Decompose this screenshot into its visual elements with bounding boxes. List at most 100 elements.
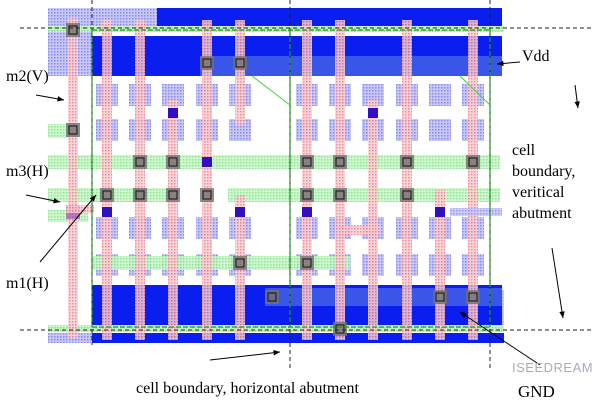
contact	[333, 322, 347, 336]
contact	[66, 23, 80, 37]
diffusion-square	[429, 119, 451, 141]
arrowhead	[460, 312, 467, 318]
contact-outline	[302, 258, 312, 268]
contact-outline	[168, 190, 178, 200]
metal2-track	[402, 20, 412, 340]
metal3-track	[228, 188, 500, 202]
arrow-line	[39, 194, 97, 263]
metal2-track	[202, 20, 212, 340]
contact	[200, 188, 214, 202]
arrowhead	[53, 198, 60, 204]
boundary-lines	[20, 0, 592, 370]
arrowhead	[89, 195, 96, 202]
contacts-layer	[66, 23, 480, 336]
gnd-rail-bottom	[48, 333, 504, 343]
arrowhead	[574, 101, 580, 108]
diffusion-square	[162, 84, 184, 106]
contact	[233, 256, 247, 270]
arrowhead	[559, 311, 565, 318]
green-diagonal	[459, 75, 491, 106]
contact	[100, 188, 114, 202]
contact-outline	[435, 292, 445, 302]
contact	[300, 188, 314, 202]
vdd-rail-overlap	[200, 56, 502, 76]
contact-outline	[468, 157, 478, 167]
metal1-strip	[48, 26, 504, 32]
metal2-track	[302, 20, 312, 340]
contact	[200, 56, 214, 70]
contact	[265, 290, 279, 304]
arrow-line	[209, 351, 281, 361]
m1-label: m1(H)	[6, 275, 49, 292]
contact-outline	[235, 258, 245, 268]
vertical-boundary-label: cell boundary, veritical abutment	[512, 140, 575, 224]
m2-label: m2(V)	[6, 68, 49, 85]
contact-outline	[335, 157, 345, 167]
contact	[300, 256, 314, 270]
contact	[333, 155, 347, 169]
contact	[400, 155, 414, 169]
arrow-line	[551, 247, 564, 319]
contact-outline	[68, 25, 78, 35]
via	[302, 207, 312, 217]
contact	[333, 188, 347, 202]
horizontal-boundary-label: cell boundary, horizontal abutment	[136, 380, 359, 397]
contact	[233, 56, 247, 70]
contact	[300, 155, 314, 169]
metal2-jog	[66, 205, 94, 213]
via	[235, 207, 245, 217]
metal2-track	[435, 190, 445, 340]
contact-outline	[135, 190, 145, 200]
metal3-track	[48, 155, 500, 169]
contact	[166, 188, 180, 202]
contact-outline	[202, 190, 212, 200]
metal3-layer	[48, 124, 500, 270]
contact-outline	[202, 58, 212, 68]
annotation-arrows	[25, 60, 580, 366]
metal2-track	[135, 20, 145, 340]
metal2-track	[468, 20, 478, 340]
contact-outline	[468, 292, 478, 302]
contact-outline	[402, 190, 412, 200]
contact-outline	[102, 190, 112, 200]
contact-outline	[68, 125, 78, 135]
contact-outline	[302, 190, 312, 200]
via	[102, 207, 112, 217]
metal2-track	[168, 100, 178, 340]
contact-outline	[402, 157, 412, 167]
metal2-jog	[450, 208, 502, 216]
metal2-track	[102, 20, 112, 340]
contact	[166, 155, 180, 169]
label-line: veritical	[512, 184, 565, 201]
green-diagonal	[251, 75, 291, 106]
metal2-track	[235, 20, 245, 125]
contact	[133, 155, 147, 169]
via	[202, 157, 212, 167]
arrow-line	[459, 311, 541, 366]
metal3-track	[92, 256, 350, 270]
metal2-jog	[340, 225, 380, 235]
contact	[466, 155, 480, 169]
arrowhead	[57, 96, 64, 102]
vdd-label: Vdd	[522, 48, 550, 65]
label-line: abutment	[512, 205, 572, 222]
contact-outline	[267, 292, 277, 302]
contact	[133, 188, 147, 202]
contact	[433, 290, 447, 304]
metal2-track	[368, 100, 378, 340]
contact-outline	[302, 157, 312, 167]
contact-outline	[235, 58, 245, 68]
metal2-track	[335, 20, 345, 340]
contact-outline	[168, 157, 178, 167]
arrowhead	[497, 60, 504, 67]
diffusion-square	[229, 119, 251, 141]
arrowhead	[273, 350, 280, 356]
contact-outline	[135, 157, 145, 167]
contact	[66, 123, 80, 137]
metal2-track	[68, 18, 78, 338]
via	[368, 108, 378, 118]
label-line: boundary,	[512, 163, 576, 180]
contact	[466, 290, 480, 304]
gnd-label: GND	[518, 382, 555, 401]
